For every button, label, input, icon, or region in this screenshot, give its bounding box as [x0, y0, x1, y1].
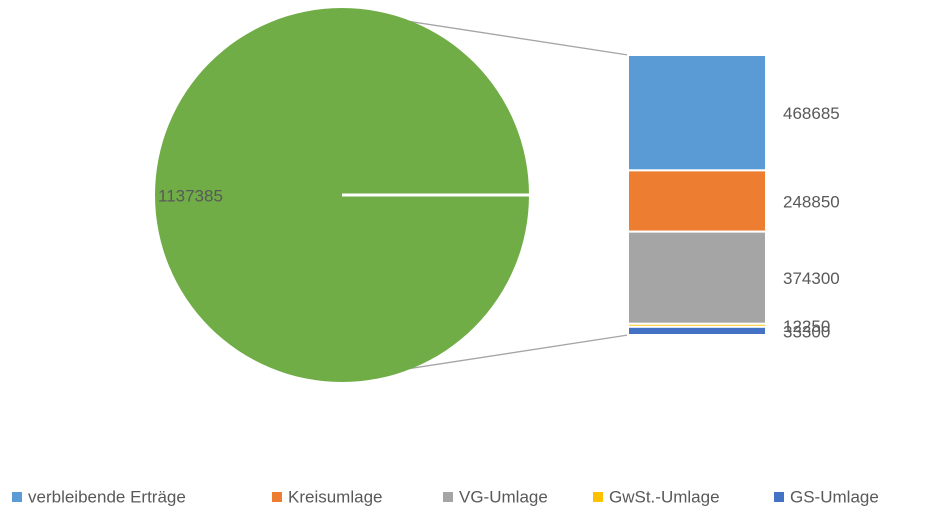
bar-segment [627, 230, 767, 325]
data-label: 12250 [783, 317, 830, 336]
data-label: 374300 [783, 269, 840, 288]
legend-label: verbleibende Erträge [28, 487, 186, 506]
data-label: 468685 [783, 104, 840, 123]
legend-swatch [12, 492, 22, 502]
data-label: 1137385 [158, 186, 223, 205]
data-label: 33300 [783, 322, 830, 341]
bar-segment [627, 325, 767, 336]
bar-segment [627, 54, 767, 172]
bar-segment [627, 169, 767, 233]
data-label: 248850 [783, 192, 840, 211]
legend-swatch [593, 492, 603, 502]
legend-label: Kreisumlage [288, 487, 383, 506]
legend-label: VG-Umlage [459, 487, 548, 506]
legend-swatch [272, 492, 282, 502]
legend-label: GS-Umlage [790, 487, 879, 506]
legend-swatch [774, 492, 784, 502]
legend-swatch [443, 492, 453, 502]
legend-label: GwSt.-Umlage [609, 487, 720, 506]
